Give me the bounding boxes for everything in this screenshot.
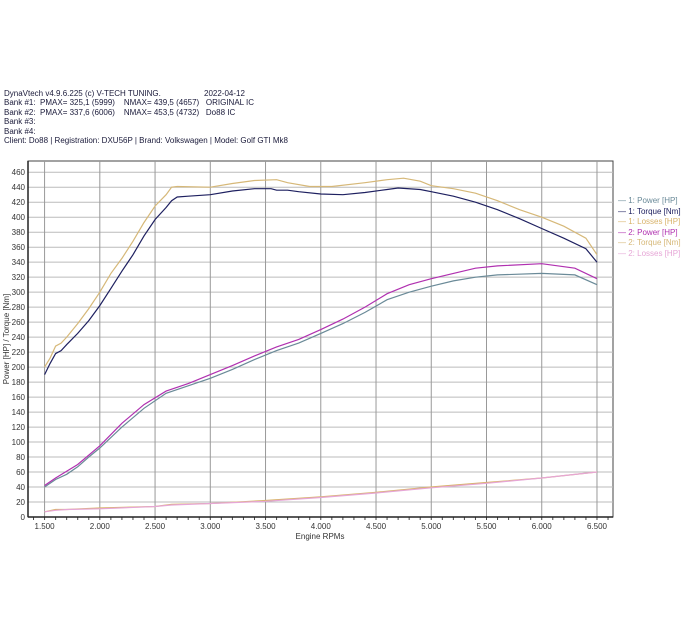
legend-label: 2: Power [HP] [628,227,678,237]
y-tick-label: 460 [12,168,26,177]
y-tick-label: 140 [12,408,26,417]
client-info: Client: Do88 | Registration: DXU56P | Br… [4,136,288,146]
y-tick-label: 260 [12,318,26,327]
x-tick-label: 2.500 [145,522,166,531]
bank4-summary: Bank #4: [4,126,36,136]
y-tick-label: 440 [12,183,26,192]
bank2-summary: Bank #2: PMAX= 337,6 (6006) NMAX= 453,5 … [4,107,236,117]
y-tick-label: 220 [12,348,26,357]
x-tick-label: 4.500 [366,522,387,531]
legend-item: — 1: Power [HP] [618,196,681,207]
x-tick-label: 6.000 [532,522,553,531]
legend-swatch: — [618,238,629,247]
legend-label: 2: Losses [HP] [628,248,681,258]
legend-swatch: — [618,217,629,226]
y-tick-label: 340 [12,258,26,267]
y-tick-label: 160 [12,393,26,402]
x-tick-label: 3.000 [200,522,221,531]
y-tick-label: 280 [12,303,26,312]
legend-item: — 2: Power [HP] [618,228,681,239]
y-tick-label: 300 [12,288,26,297]
y-tick-label: 20 [16,498,25,507]
legend-swatch: — [618,206,629,216]
legend-label: 1: Power [HP] [628,196,678,205]
x-tick-label: 3.500 [256,522,277,531]
y-tick-label: 380 [12,228,26,237]
legend-item: — 2: Torque [Nm] [618,238,681,249]
y-tick-label: 60 [16,468,25,477]
x-tick-label: 1.500 [35,522,56,531]
x-tick-label: 5.500 [476,522,497,531]
bank3-summary: Bank #3: [4,117,36,127]
y-tick-label: 100 [12,438,26,447]
y-tick-label: 360 [12,243,26,252]
series-line-4 [44,263,598,486]
legend-label: 1: Losses [HP] [628,217,681,226]
legend-swatch: — [618,227,629,237]
x-tick-label: 5.000 [421,522,442,531]
legend-swatch: — [618,196,629,205]
series-line-1 [44,272,598,488]
y-tick-label: 320 [12,273,26,282]
y-tick-label: 400 [12,213,26,222]
x-axis-label: Engine RPMs [296,532,345,541]
y-tick-label: 200 [12,363,26,372]
series-line-2 [44,187,598,375]
report-date: 2022-04-12 [204,89,245,98]
legend-swatch: — [618,248,629,258]
legend-item: — 2: Losses [HP] [618,249,681,260]
bank1-summary: Bank #1: PMAX= 325,1 (5999) NMAX= 439,5 … [4,98,255,108]
x-tick-label: 4.000 [311,522,332,531]
y-tick-label: 240 [12,333,26,342]
report-header: DynaVtech v4.9.6.225 (c) V-TECH TUNING. 2… [4,89,288,145]
series-line-5 [44,177,598,368]
series-line-6 [44,471,598,513]
y-tick-label: 180 [12,378,26,387]
legend-label: 1: Torque [Nm] [628,206,681,216]
y-axis-label: Power [HP] / Torque [Nm] [2,294,11,385]
legend-item: — 1: Torque [Nm] [618,207,681,218]
legend-label: 2: Torque [Nm] [628,238,681,247]
legend: — 1: Power [HP] — 1: Torque [Nm] — 1: Loss… [618,196,681,259]
x-tick-label: 6.500 [587,522,608,531]
app-title: DynaVtech v4.9.6.225 (c) V-TECH TUNING. [4,89,161,98]
y-tick-label: 420 [12,198,26,207]
x-tick-label: 2.000 [90,522,111,531]
y-tick-label: 120 [12,423,26,432]
y-tick-label: 80 [16,453,25,462]
y-tick-label: 40 [16,483,25,492]
legend-item: — 1: Losses [HP] [618,217,681,228]
y-tick-label: 0 [21,513,26,522]
